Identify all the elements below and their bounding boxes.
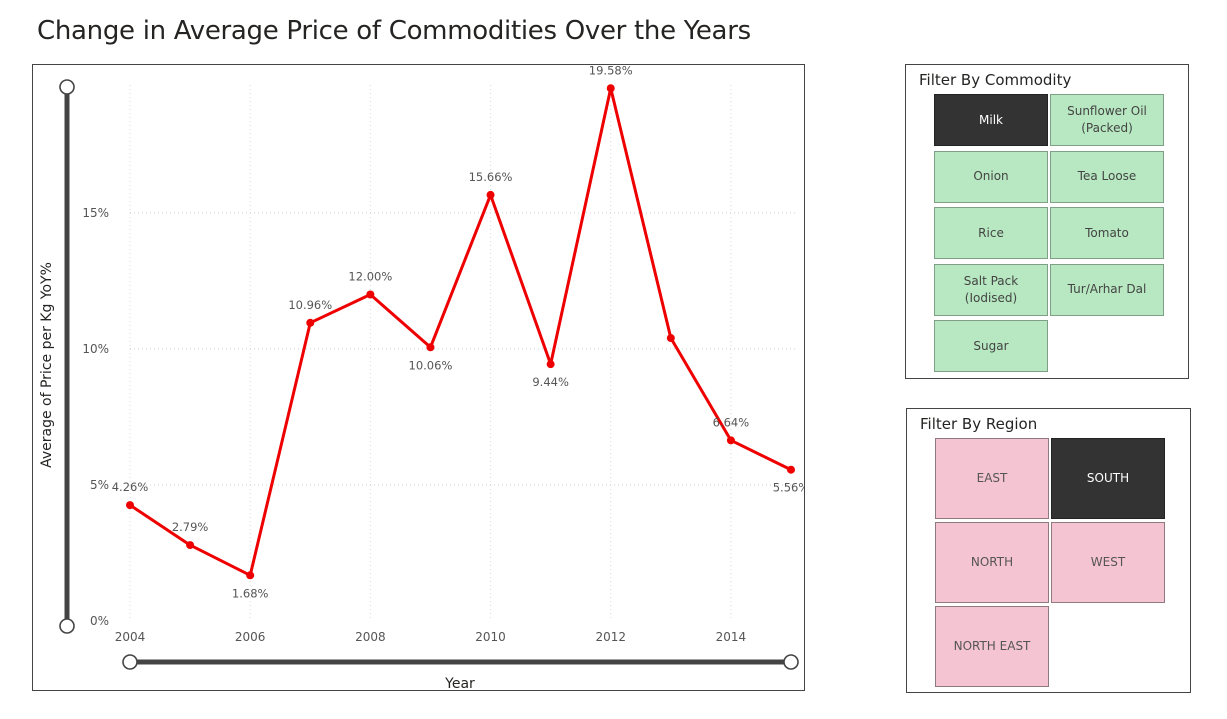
data-point — [606, 84, 615, 93]
commodity-slicer-title: Filter By Commodity — [919, 71, 1072, 89]
commodity-tile-label: Tea Loose — [1077, 169, 1137, 183]
data-point — [246, 571, 255, 580]
y-tick-label: 10% — [82, 342, 109, 356]
region-slicer: Filter By Region EAST SOUTH NORTH WEST NORTH… — [906, 408, 1191, 693]
data-point — [546, 360, 555, 369]
y-range-slider-bottom-handle[interactable] — [59, 618, 75, 634]
y-range-slider-top-handle[interactable] — [59, 79, 75, 95]
data-point — [726, 436, 735, 445]
x-range-slider-right-handle[interactable] — [783, 654, 799, 670]
x-range-slider-left-handle[interactable] — [122, 654, 138, 670]
data-label: 4.26% — [112, 480, 149, 494]
region-slicer-title: Filter By Region — [920, 415, 1038, 433]
region-tile-label: NORTH EAST — [953, 639, 1031, 653]
commodity-tile-label: Sunflower Oil (Packed) — [1067, 104, 1147, 135]
series-line — [129, 86, 792, 577]
commodity-slicer: Filter By Commodity Milk Sunflower Oil (P… — [905, 64, 1189, 379]
commodity-tile-tur-arhar-dal[interactable]: Tur/Arhar Dal — [1050, 263, 1164, 316]
commodity-tile-label: Sugar — [973, 338, 1009, 353]
page-title: Change in Average Price of Commodities O… — [37, 16, 751, 46]
commodity-tile-label: Milk — [979, 112, 1003, 127]
data-label: 6.64% — [713, 415, 750, 429]
y-tick-label: 0% — [90, 614, 109, 628]
y-axis-title: Average of Price per Kg YoY% — [39, 262, 55, 468]
region-tile-north-east[interactable]: NORTH EAST — [935, 606, 1049, 687]
x-tick-label: 2014 — [716, 630, 747, 644]
line-chart-visual[interactable]: 0% 5% 10% 15% 2004 2006 2008 2010 2012 2014 Year Av… — [32, 64, 805, 691]
region-tile-label: EAST — [976, 471, 1008, 485]
data-point — [426, 343, 435, 352]
data-label: 1.68% — [232, 586, 269, 600]
x-tick-label: 2010 — [475, 630, 506, 644]
region-tile-label: NORTH — [970, 555, 1014, 569]
commodity-tile-label: Tomato — [1085, 225, 1129, 240]
data-point — [486, 190, 495, 199]
data-label: 5.56% — [773, 481, 804, 495]
commodity-tile-label: Tur/Arhar Dal — [1067, 282, 1147, 296]
commodity-tile-sunflower-oil-packed[interactable]: Sunflower Oil (Packed) — [1050, 94, 1164, 146]
x-tick-label: 2006 — [235, 630, 266, 644]
commodity-tile-tomato[interactable]: Tomato — [1050, 207, 1164, 259]
y-tick-label: 15% — [82, 206, 109, 220]
data-label: 10.96% — [288, 298, 332, 312]
x-tick-label: 2008 — [355, 630, 386, 644]
data-point — [126, 501, 134, 510]
region-tile-label: WEST — [1090, 555, 1126, 569]
region-tile-label: SOUTH — [1086, 471, 1130, 485]
commodity-tile-rice[interactable]: Rice — [934, 207, 1048, 259]
commodity-tile-label: Onion — [973, 169, 1009, 183]
region-tile-west[interactable]: WEST — [1051, 522, 1165, 603]
data-label: 9.44% — [532, 375, 569, 389]
region-tile-north[interactable]: NORTH — [935, 522, 1049, 603]
data-point — [366, 290, 375, 299]
y-tick-label: 5% — [90, 478, 109, 492]
x-tick-label: 2012 — [595, 630, 626, 644]
commodity-tile-salt-pack-iodised[interactable]: Salt Pack (Iodised) — [934, 263, 1048, 316]
commodity-tile-milk[interactable]: Milk — [934, 94, 1048, 146]
data-point — [186, 541, 195, 550]
data-point — [666, 334, 675, 343]
data-point — [787, 465, 795, 474]
data-label: 2.79% — [172, 520, 209, 534]
commodity-tile-onion[interactable]: Onion — [934, 150, 1048, 203]
line-chart: 0% 5% 10% 15% 2004 2006 2008 2010 2012 2014 Year Av… — [39, 65, 804, 690]
region-tile-east[interactable]: EAST — [935, 438, 1049, 519]
commodity-tile-sugar[interactable]: Sugar — [934, 320, 1048, 372]
region-tile-south[interactable]: SOUTH — [1051, 438, 1165, 519]
commodity-tile-label: Rice — [978, 225, 1004, 240]
commodity-tile-label: Salt Pack (Iodised) — [963, 273, 1019, 305]
data-label: 19.58% — [589, 65, 633, 77]
data-point — [306, 318, 315, 327]
data-label: 12.00% — [348, 270, 392, 284]
data-label: 10.06% — [409, 358, 453, 372]
commodity-tile-tea-loose[interactable]: Tea Loose — [1050, 150, 1164, 203]
data-label: 15.66% — [469, 170, 513, 184]
x-tick-label: 2004 — [115, 630, 146, 644]
x-axis-title: Year — [444, 676, 475, 690]
